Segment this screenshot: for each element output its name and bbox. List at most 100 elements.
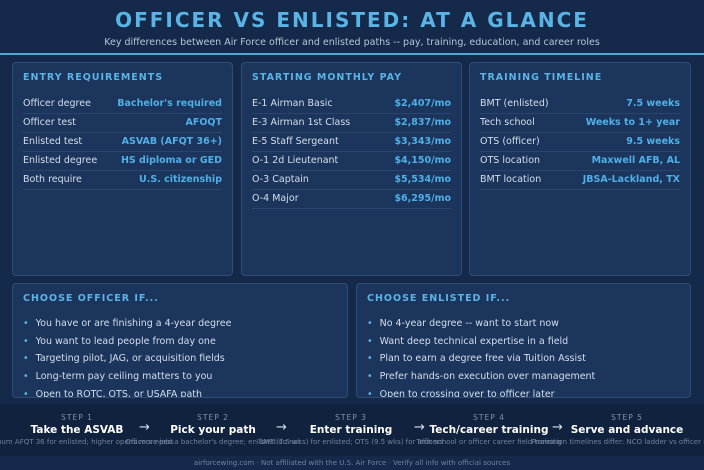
bullet: •: [367, 353, 373, 365]
choice-item: • Open to ROTC, OTS, or USAFA path: [23, 388, 202, 398]
item-text: Plan to earn a degree free via Tuition A…: [379, 353, 586, 365]
row-value: Weeks to 1+ year: [585, 117, 680, 128]
info-row: OTS location Maxwell AFB, AL: [480, 151, 680, 171]
step-label: STEP 2: [197, 413, 229, 422]
choice-item: • No 4-year degree -- want to start now: [367, 318, 559, 329]
row-value: HS diploma or GED: [120, 155, 222, 166]
info-row: OTS (officer) 9.5 weeks: [480, 132, 680, 152]
row-label: O-1 2d Lieutenant: [252, 155, 339, 166]
card-title: CHOOSE OFFICER IF...: [23, 293, 159, 304]
bullet: •: [23, 318, 29, 329]
row-label: Officer degree: [23, 98, 91, 109]
item-text: You want to lead people from day one: [35, 335, 216, 347]
card-title: ENTRY REQUIREMENTS: [23, 72, 164, 83]
info-row: Tech school Weeks to 1+ year: [480, 113, 680, 133]
choice-item: • Long-term pay ceiling matters to you: [23, 371, 212, 382]
info-card: STARTING MONTHLY PAY E-1 Airman Basic $2,4…: [241, 62, 462, 276]
row-value: U.S. citizenship: [139, 174, 222, 185]
row-value: AFOQT: [185, 117, 222, 128]
bullet: •: [367, 318, 373, 329]
item-text: Open to crossing over to officer later: [379, 388, 555, 398]
bullet: •: [23, 371, 29, 383]
step-title: Tech/career training: [429, 424, 549, 436]
info-row: Officer degree Bachelor's required: [23, 94, 222, 114]
bullet: •: [23, 335, 29, 347]
title: OFFICER VS ENLISTED: AT A GLANCE: [115, 8, 589, 32]
footer: airforcewing.com · Not affiliated with t…: [193, 459, 511, 467]
arrow: →: [414, 420, 425, 435]
item-text: No 4-year degree -- want to start now: [379, 318, 559, 329]
row-label: E-5 Staff Sergeant: [252, 136, 339, 147]
bullet: •: [367, 371, 373, 383]
row-value: $6,295/mo: [394, 193, 451, 204]
card-title: TRAINING TIMELINE: [480, 72, 603, 83]
step-label: STEP 3: [335, 413, 367, 422]
card-title: STARTING MONTHLY PAY: [252, 72, 402, 83]
row-label: Tech school: [480, 117, 535, 128]
step-desc: Minimum AFQT 36 for enlisted; higher ope…: [0, 438, 174, 446]
choice-card: CHOOSE OFFICER IF... • You have or are fin…: [12, 283, 348, 398]
row-label: OTS (officer): [480, 136, 540, 147]
info-row: E-1 Airman Basic $2,407/mo: [252, 94, 451, 114]
info-row: E-3 Airman 1st Class $2,837/mo: [252, 113, 451, 133]
row-label: Enlisted test: [23, 136, 83, 147]
row-value: JBSA-Lackland, TX: [582, 174, 680, 185]
info-row: O-1 2d Lieutenant $4,150/mo: [252, 151, 451, 171]
info-row: Enlisted test ASVAB (AFQT 36+): [23, 132, 222, 152]
row-value: $2,407/mo: [394, 98, 451, 109]
choice-item: • You have or are finishing a 4-year degr…: [23, 318, 231, 329]
choice-item: • Targeting pilot, JAG, or acquisition fi…: [23, 353, 225, 364]
step-desc: Promotion timelines differ: NCO ladder v…: [531, 438, 704, 446]
row-label: O-3 Captain: [252, 174, 309, 185]
choice-item: • Want deep technical expertise in a fiel…: [367, 336, 568, 347]
choice-item: • You want to lead people from day one: [23, 336, 216, 347]
arrow: →: [276, 420, 287, 435]
steps-bar: [0, 404, 704, 456]
arrow: →: [139, 420, 150, 435]
step-title: Take the ASVAB: [30, 424, 124, 436]
item-text: Prefer hands-on execution over managemen…: [379, 371, 596, 383]
choice-item: • Plan to earn a degree free via Tuition …: [367, 353, 586, 364]
row-label: Officer test: [23, 117, 76, 128]
step-label: STEP 4: [473, 413, 505, 422]
row-value: $4,150/mo: [394, 155, 451, 166]
info-row: O-3 Captain $5,534/mo: [252, 170, 451, 190]
card-title: CHOOSE ENLISTED IF...: [367, 293, 511, 304]
info-row: E-5 Staff Sergeant $3,343/mo: [252, 132, 451, 152]
row-value: $2,837/mo: [394, 117, 451, 128]
row-label: Enlisted degree: [23, 155, 98, 166]
bullet: •: [23, 353, 29, 365]
row-value: Maxwell AFB, AL: [591, 155, 680, 166]
info-row: O-4 Major $6,295/mo: [252, 189, 451, 209]
row-label: OTS location: [480, 155, 541, 166]
row-value: 9.5 weeks: [626, 136, 680, 147]
choice-item: • Open to crossing over to officer later: [367, 388, 555, 398]
bullet: •: [367, 335, 373, 347]
item-text: Long-term pay ceiling matters to you: [35, 371, 213, 383]
step-title: Enter training: [309, 424, 393, 436]
row-label: BMT location: [480, 174, 542, 185]
item-text: Targeting pilot, JAG, or acquisition fie…: [35, 353, 225, 365]
step-desc: BMT (7.5 wks) for enlisted; OTS (9.5 wks…: [258, 438, 444, 446]
row-value: Bachelor's required: [117, 98, 222, 109]
bullet: •: [23, 388, 29, 398]
item-text: Want deep technical expertise in a field: [379, 335, 569, 347]
step-desc: Officers need a bachelor's degree; enlis…: [125, 438, 301, 446]
step-label: STEP 1: [61, 413, 93, 422]
arrow: →: [552, 420, 563, 435]
info-row: BMT location JBSA-Lackland, TX: [480, 170, 680, 190]
row-value: ASVAB (AFQT 36+): [121, 136, 222, 147]
step-label: STEP 5: [611, 413, 643, 422]
bullet: •: [367, 388, 373, 398]
info-row: BMT (enlisted) 7.5 weeks: [480, 94, 680, 114]
row-label: E-3 Airman 1st Class: [252, 117, 351, 128]
info-card: TRAINING TIMELINE BMT (enlisted) 7.5 weeks…: [469, 62, 691, 276]
row-value: 7.5 weeks: [626, 98, 680, 109]
row-label: O-4 Major: [252, 193, 299, 204]
choice-item: • Prefer hands-on execution over manageme…: [367, 371, 595, 382]
info-card: ENTRY REQUIREMENTS Officer degree Bachelor…: [12, 62, 233, 276]
choice-card: CHOOSE ENLISTED IF... • No 4-year degree -…: [356, 283, 691, 398]
row-value: $5,534/mo: [394, 174, 451, 185]
row-value: $3,343/mo: [394, 136, 451, 147]
